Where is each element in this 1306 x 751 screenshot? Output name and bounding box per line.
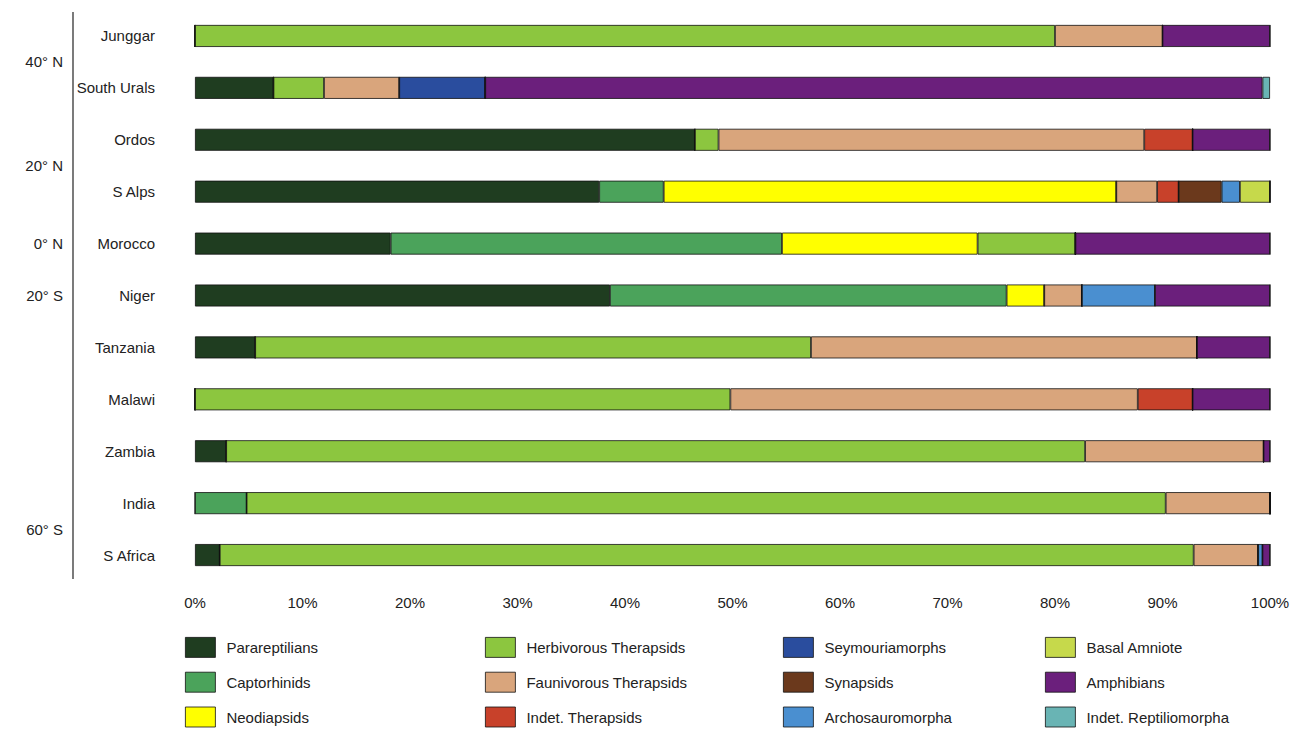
svg-text:India: India [122,495,155,512]
svg-text:Morocco: Morocco [97,235,155,252]
svg-text:100%: 100% [1251,594,1289,611]
svg-text:Indet. Reptiliomorpha: Indet. Reptiliomorpha [1086,709,1229,726]
svg-text:Malawi: Malawi [108,391,155,408]
svg-text:Synapsids: Synapsids [824,674,893,691]
svg-text:Captorhinids: Captorhinids [226,674,310,691]
svg-text:70%: 70% [932,594,962,611]
svg-text:0° N: 0° N [34,235,63,252]
svg-text:Zambia: Zambia [105,443,156,460]
svg-text:20° N: 20° N [25,157,63,174]
svg-text:60° S: 60° S [26,521,63,538]
svg-text:80%: 80% [1040,594,1070,611]
svg-text:30%: 30% [502,594,532,611]
svg-text:Ordos: Ordos [114,131,155,148]
svg-text:Indet. Therapsids: Indet. Therapsids [526,709,642,726]
svg-text:Basal Amniote: Basal Amniote [1086,639,1182,656]
svg-text:0%: 0% [184,594,206,611]
svg-text:40%: 40% [610,594,640,611]
svg-text:Herbivorous Therapsids: Herbivorous Therapsids [526,639,685,656]
svg-text:10%: 10% [287,594,317,611]
svg-text:Seymouriamorphs: Seymouriamorphs [824,639,946,656]
svg-text:50%: 50% [717,594,747,611]
svg-text:20° S: 20° S [26,287,63,304]
svg-text:Niger: Niger [119,287,155,304]
svg-text:S Africa: S Africa [103,547,155,564]
svg-text:60%: 60% [825,594,855,611]
svg-text:Faunivorous Therapsids: Faunivorous Therapsids [526,674,687,691]
svg-text:Archosauromorpha: Archosauromorpha [824,709,952,726]
svg-text:90%: 90% [1147,594,1177,611]
svg-text:South Urals: South Urals [77,79,155,96]
svg-text:Tanzania: Tanzania [95,339,156,356]
svg-text:40° N: 40° N [25,53,63,70]
svg-text:Parareptilians: Parareptilians [226,639,318,656]
svg-text:Amphibians: Amphibians [1086,674,1164,691]
svg-text:Neodiapsids: Neodiapsids [226,709,309,726]
svg-text:S Alps: S Alps [112,183,155,200]
svg-text:20%: 20% [395,594,425,611]
svg-text:Junggar: Junggar [101,27,155,44]
